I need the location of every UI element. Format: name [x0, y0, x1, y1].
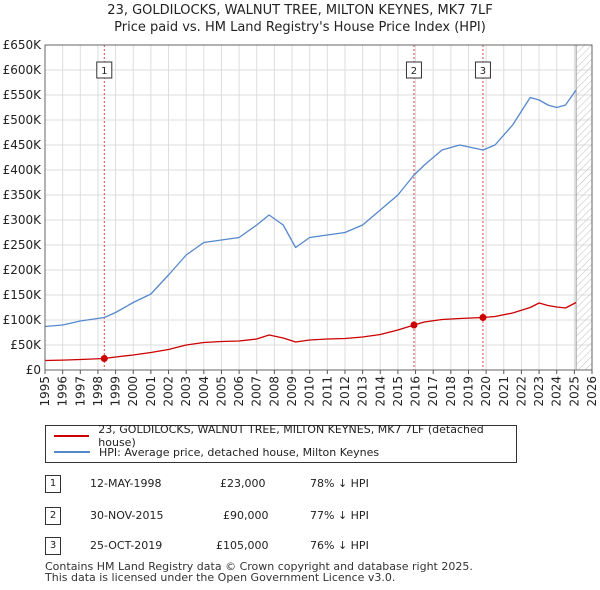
legend-item-hpi: HPI: Average price, detached house, Milt… — [54, 444, 379, 460]
x-tick-label: 2026 — [585, 376, 599, 407]
y-tick-label: £400K — [3, 163, 43, 177]
x-tick-label: 2020 — [479, 376, 493, 407]
transaction-date: 25-OCT-2019 — [90, 539, 163, 552]
footer: Contains HM Land Registry data © Crown c… — [45, 561, 473, 583]
transaction-marker-box — [474, 61, 491, 79]
x-tick-label: 2009 — [285, 376, 299, 407]
legend-swatch-house — [54, 435, 90, 437]
x-tick-label: 1998 — [91, 376, 105, 407]
series-line-house — [44, 301, 577, 362]
y-tick-label: £100K — [3, 313, 43, 327]
transaction-date: 30-NOV-2015 — [90, 509, 164, 522]
transaction-point — [410, 321, 418, 329]
x-tick-label: 2005 — [214, 376, 228, 407]
transaction-marker-box — [405, 61, 422, 79]
x-tick-label: 2013 — [356, 376, 370, 407]
footer-copyright: Contains HM Land Registry data © Crown c… — [45, 560, 473, 573]
y-tick-label: £600K — [3, 63, 43, 77]
x-tick-label: 1995 — [38, 376, 52, 407]
y-tick-label: £450K — [3, 138, 43, 152]
transaction-date: 12-MAY-1998 — [90, 477, 162, 490]
chart-title: 23, GOLDILOCKS, WALNUT TREE, MILTON KEYN… — [107, 3, 493, 18]
x-tick-label: 2019 — [461, 376, 475, 407]
transaction-marker-label: 1 — [101, 66, 107, 77]
x-tick-label: 2011 — [320, 376, 334, 407]
plot-frame — [44, 44, 593, 371]
x-tick-label: 2021 — [497, 376, 511, 407]
footer-license: This data is licensed under the Open Gov… — [45, 571, 396, 584]
y-tick-label: £650K — [3, 38, 43, 52]
transaction-marker-box — [96, 61, 113, 79]
y-tick-label: £300K — [3, 213, 43, 227]
x-tick-label: 2001 — [144, 376, 158, 407]
x-tick-label: 2010 — [303, 376, 317, 407]
transaction-hpi-diff: 77% ↓ HPI — [310, 509, 369, 522]
transaction-hpi-diff: 76% ↓ HPI — [310, 539, 369, 552]
legend-item-house: 23, GOLDILOCKS, WALNUT TREE, MILTON KEYN… — [54, 423, 516, 449]
x-tick-label: 2012 — [338, 376, 352, 407]
legend: 23, GOLDILOCKS, WALNUT TREE, MILTON KEYN… — [45, 423, 517, 463]
x-tick-label: 2022 — [514, 376, 528, 407]
x-tick-label: 2016 — [409, 376, 423, 407]
x-tick-label: 2002 — [162, 376, 176, 407]
x-tick-label: 2008 — [267, 376, 281, 407]
transaction-price: £23,000 — [220, 477, 266, 490]
y-tick-label: £550K — [3, 88, 43, 102]
x-tick-label: 2006 — [232, 376, 246, 407]
plot-area — [45, 45, 592, 370]
transaction-number: 2 — [45, 507, 61, 525]
legend-label-house: 23, GOLDILOCKS, WALNUT TREE, MILTON KEYN… — [98, 423, 484, 449]
legend-swatch-hpi — [54, 451, 90, 453]
transaction-marker-label: 3 — [480, 66, 486, 77]
x-tick-label: 2024 — [550, 376, 564, 407]
transaction-marker-label: 2 — [411, 66, 417, 77]
y-tick-label: £50K — [10, 338, 42, 352]
x-tick-label: 2003 — [179, 376, 193, 407]
x-tick-label: 1996 — [56, 376, 70, 407]
legend-label-hpi: HPI: Average price, detached house, Milt… — [99, 445, 380, 459]
x-tick-label: 2007 — [250, 376, 264, 407]
y-tick-label: £500K — [3, 113, 43, 127]
transaction-number: 1 — [45, 475, 61, 493]
x-tick-label: 2018 — [444, 376, 458, 407]
x-tick-label: 2014 — [373, 376, 387, 407]
transaction-price: £105,000 — [216, 539, 269, 552]
y-tick-label: £200K — [3, 263, 43, 277]
transaction-price: £90,000 — [223, 509, 269, 522]
y-tick-label: £350K — [3, 188, 43, 202]
transaction-hpi-diff: 78% ↓ HPI — [310, 477, 369, 490]
x-tick-label: 2015 — [391, 376, 405, 407]
x-tick-label: 2017 — [426, 376, 440, 407]
transaction-number: 3 — [45, 537, 61, 555]
x-tick-label: 2000 — [126, 376, 140, 407]
y-tick-label: £150K — [3, 288, 43, 302]
y-tick-label: £250K — [3, 238, 43, 252]
price-chart: 1 2 3 £0 £50K £100K £150K £200K £250K £300K £350K… — [3, 38, 599, 407]
chart-subtitle: Price paid vs. HM Land Registry's House … — [114, 20, 486, 35]
x-tick-label: 1999 — [109, 376, 123, 407]
transaction-point — [100, 355, 108, 362]
x-tick-label: 1997 — [73, 376, 87, 407]
x-tick-label: 2025 — [567, 376, 581, 407]
x-tick-label: 2004 — [197, 376, 211, 407]
x-tick-label: 2023 — [532, 376, 546, 407]
series-line-hpi — [44, 89, 577, 328]
y-tick-label: £0 — [26, 363, 41, 377]
transaction-point — [479, 314, 487, 321]
forecast-hatched-region — [576, 45, 592, 370]
